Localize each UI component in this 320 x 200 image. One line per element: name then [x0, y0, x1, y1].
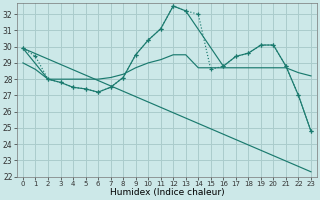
X-axis label: Humidex (Indice chaleur): Humidex (Indice chaleur): [110, 188, 224, 197]
